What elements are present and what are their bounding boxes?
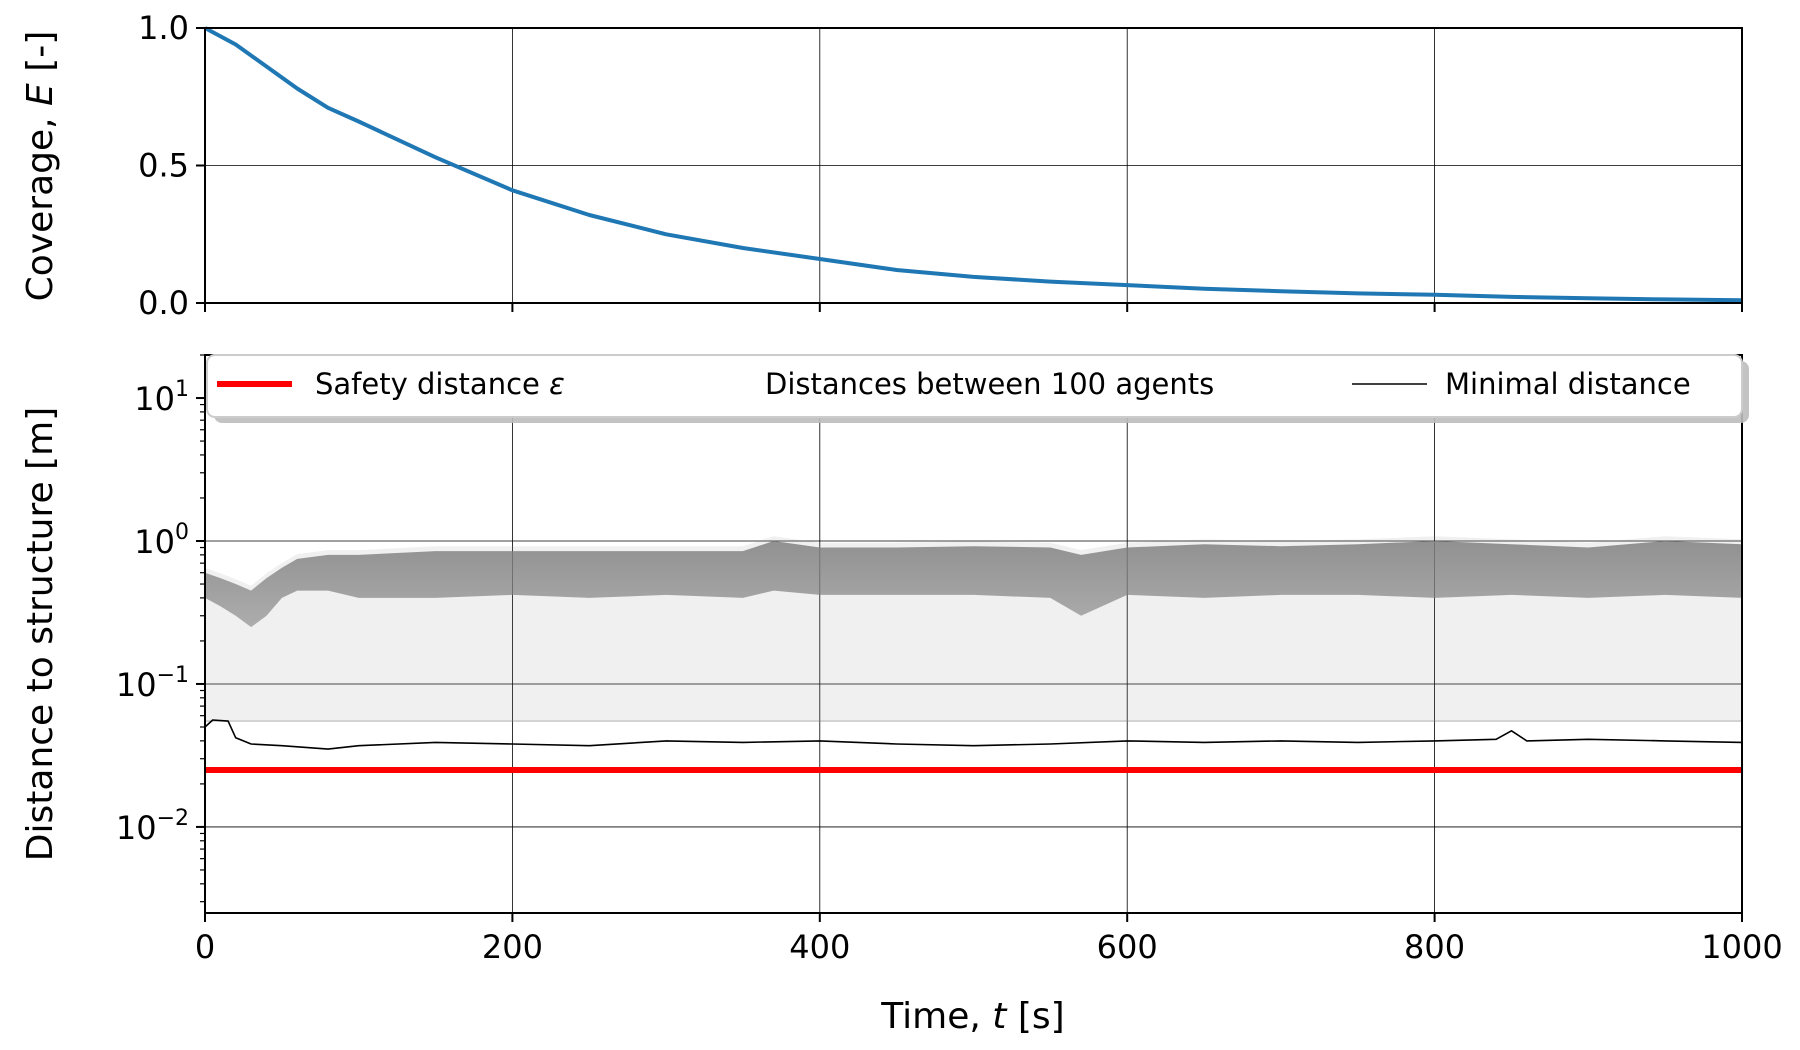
- legend-label-safety: Safety distance ε: [315, 367, 565, 401]
- bottom-y-axis-label: Distance to structure [m]: [20, 407, 61, 861]
- top-y-tick-label: 1.0: [138, 9, 189, 47]
- top-y-tick-label: 0.5: [138, 147, 189, 185]
- legend-label-distances: Distances between 100 agents: [765, 367, 1214, 401]
- bottom-panel: 10−2 10−1 100 101 0 200 400 600 800 1000 Distanc…: [20, 354, 1783, 1037]
- bottom-y-ticks: 10−2 10−1 100 101: [116, 354, 205, 903]
- x-tick-label: 800: [1404, 928, 1465, 966]
- legend-box: [206, 354, 1743, 418]
- top-y-axis-label: Coverage, E [-]: [20, 31, 61, 302]
- x-tick-label: 1000: [1701, 928, 1782, 966]
- top-x-ticks: [204, 303, 1743, 312]
- agent-distance-band: [205, 541, 1742, 628]
- bottom-y-tick-label: 10−2: [116, 806, 189, 847]
- legend: Safety distance ε Distances between 100 …: [206, 354, 1749, 423]
- bottom-y-tick-label: 10−1: [116, 663, 189, 704]
- x-tick-label: 400: [789, 928, 850, 966]
- x-axis-label: Time, t [s]: [880, 996, 1064, 1037]
- x-tick-label: 600: [1097, 928, 1158, 966]
- coverage-line: [204, 26, 1743, 303]
- top-grid: [204, 27, 1743, 304]
- top-y-tick-label: 0.0: [138, 284, 189, 322]
- bottom-y-tick-label: 100: [134, 520, 189, 561]
- bottom-y-tick-label: 101: [134, 377, 189, 418]
- top-y-ticks: 0.0 0.5 1.0: [138, 9, 205, 322]
- bottom-x-ticks: 0 200 400 600 800 1000: [195, 913, 1783, 966]
- bottom-series: [205, 536, 1742, 774]
- minimal-distance-line: [205, 719, 1742, 750]
- x-tick-label: 0: [195, 928, 215, 966]
- top-panel: 0.0 0.5 1.0 Coverage, E [-]: [20, 9, 1743, 322]
- legend-label-minimal: Minimal distance: [1445, 367, 1691, 401]
- x-tick-label: 200: [482, 928, 543, 966]
- top-series: [204, 26, 1743, 303]
